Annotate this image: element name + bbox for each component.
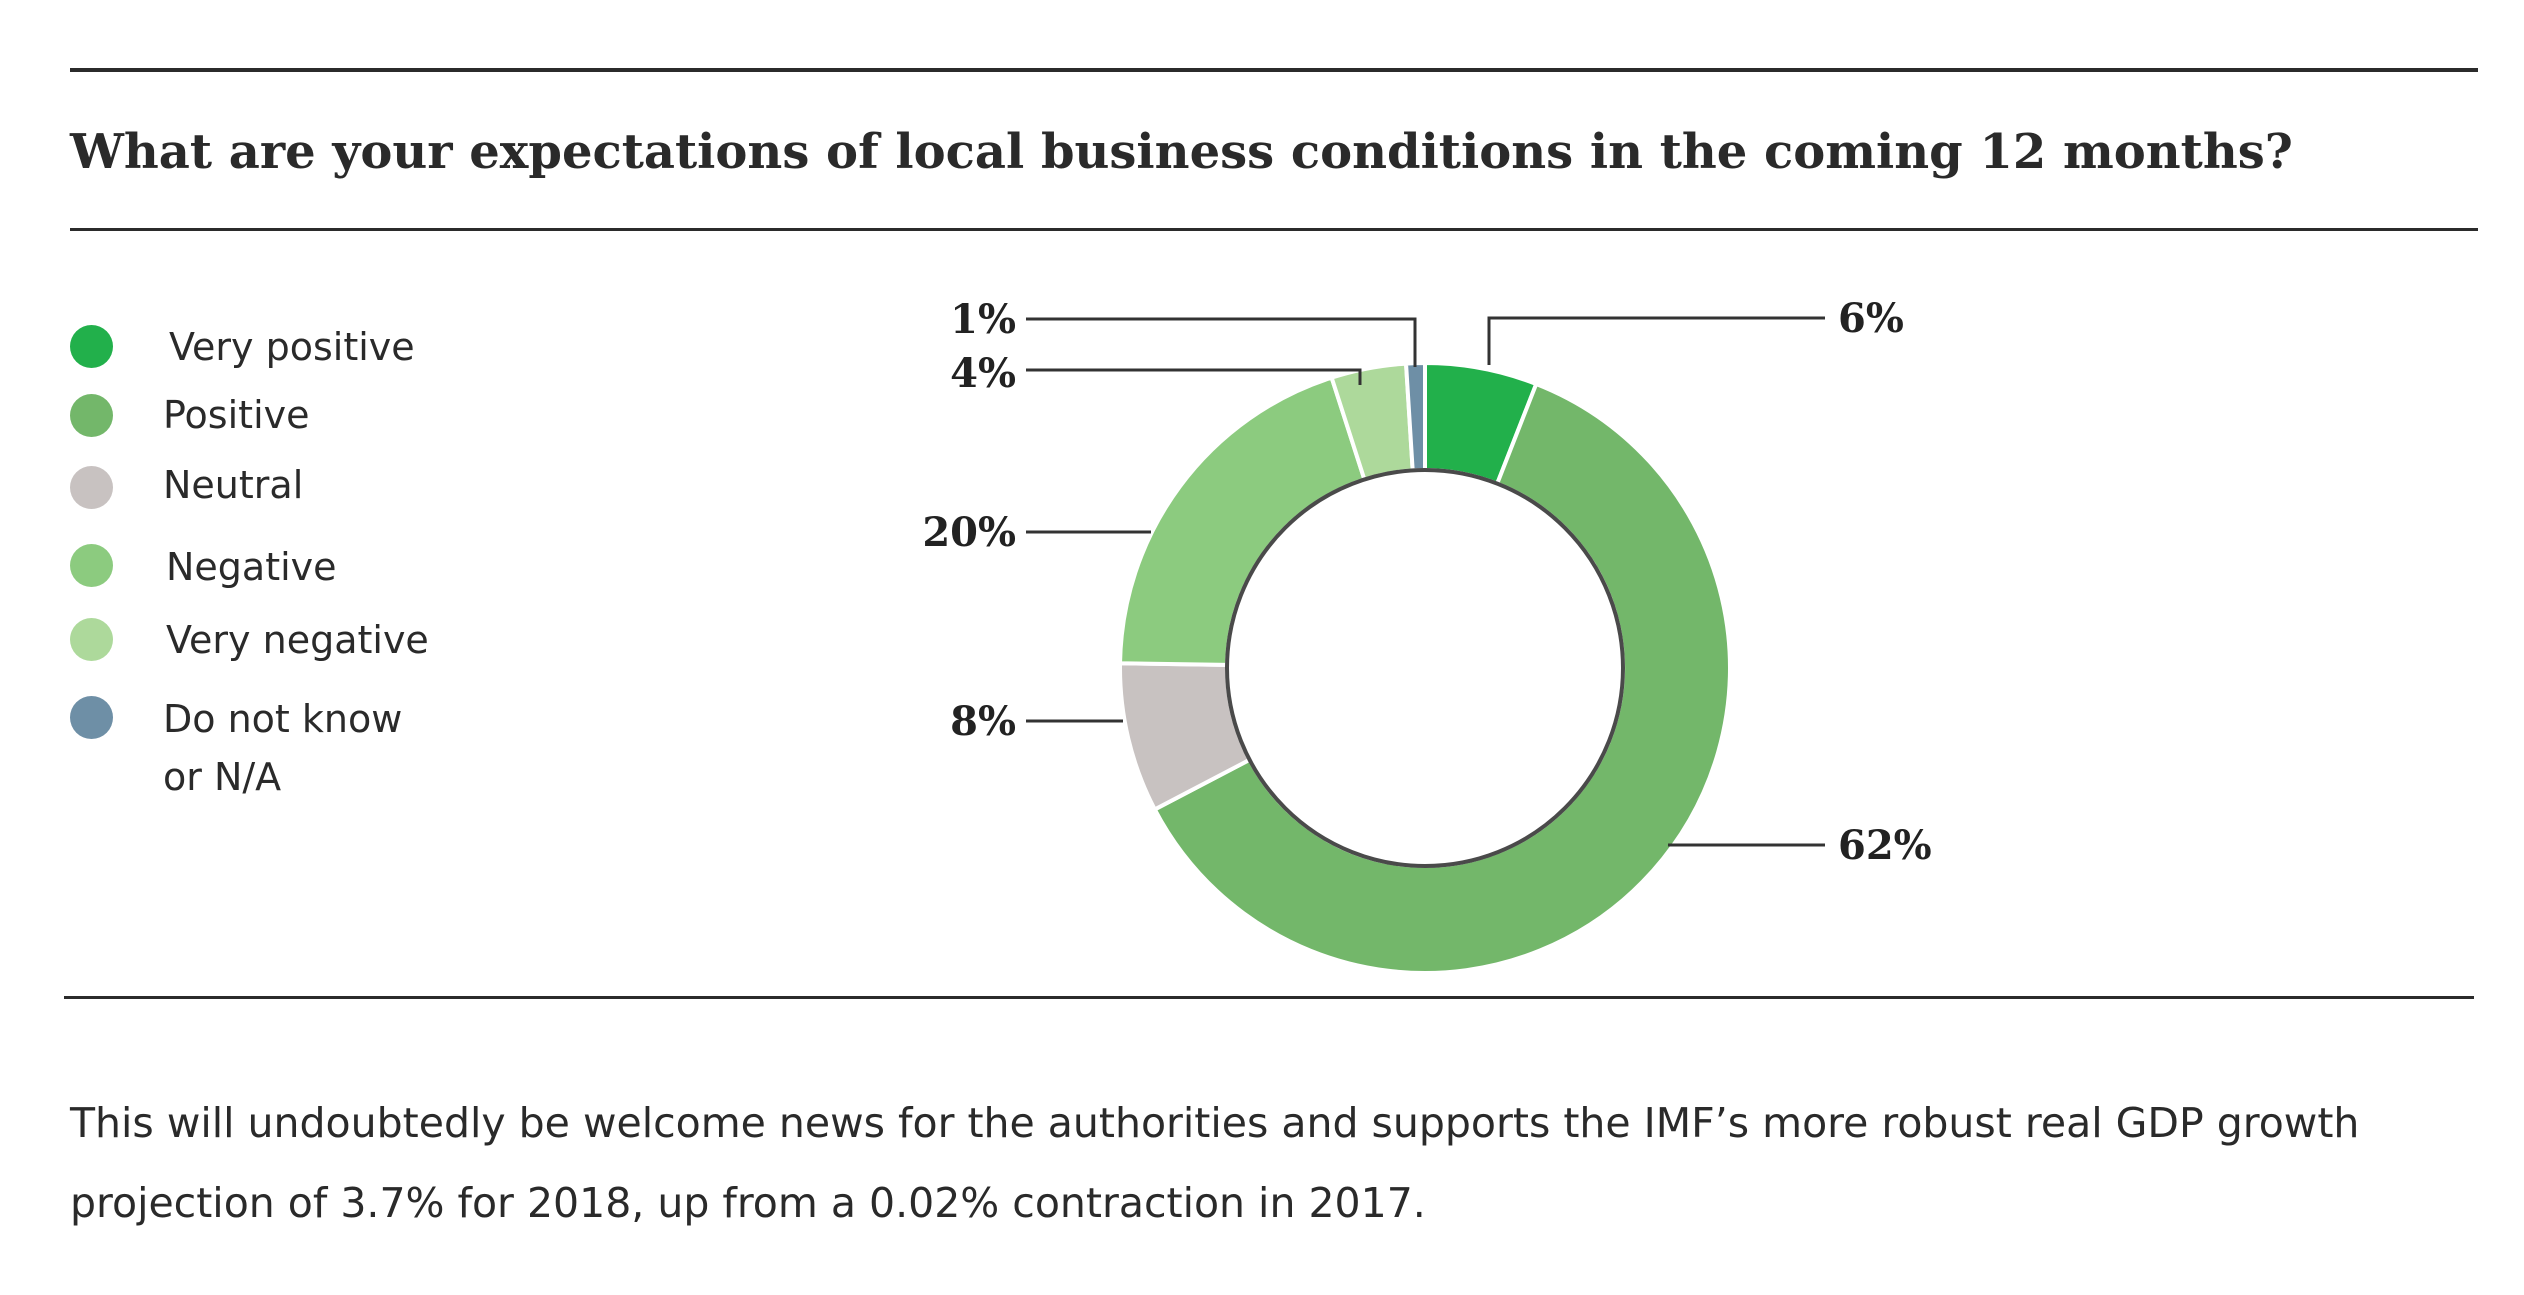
leader-line-do-not-know <box>1026 317 1417 367</box>
pct-label-negative: 20% <box>922 509 1016 556</box>
legend-label-positive: Positive <box>163 393 310 437</box>
legend-swatch-very-negative <box>70 618 113 661</box>
pct-label-do-not-know: 1% <box>950 296 1016 343</box>
donut-chart: 1% 4% 20% 8% 6% 62% <box>922 295 1932 975</box>
pct-label-very-negative: 4% <box>950 350 1016 397</box>
legend-label-neutral: Neutral <box>163 463 304 507</box>
legend-swatch-do-not-know <box>70 696 113 739</box>
legend-label-very-positive: Very positive <box>169 325 415 369</box>
leader-line-very-negative <box>1026 368 1362 385</box>
legend-label-do-not-know-line1: Do not know <box>163 697 403 741</box>
legend-swatch-negative <box>70 544 113 587</box>
top-rule <box>70 68 2478 72</box>
legend-label-very-negative: Very negative <box>166 618 429 662</box>
body-paragraph: This will undoubtedly be welcome news fo… <box>70 1099 2360 1227</box>
pct-label-very-positive: 6% <box>1838 295 1904 342</box>
donut-slices <box>1118 360 1732 975</box>
title-rule <box>70 228 2478 231</box>
legend-swatch-neutral <box>70 466 113 509</box>
pct-label-positive: 62% <box>1838 822 1932 869</box>
bottom-rule <box>64 996 2474 999</box>
legend-label-negative: Negative <box>166 545 337 589</box>
legend-label-do-not-know-line2: or N/A <box>163 755 282 799</box>
legend-swatch-positive <box>70 394 113 437</box>
pct-label-neutral: 8% <box>950 698 1016 745</box>
legend-swatch-very-positive <box>70 325 113 368</box>
chart-title: What are your expectations of local busi… <box>70 124 2293 180</box>
donut-inner-circle <box>1225 468 1625 868</box>
leader-line-very-positive <box>1487 316 1825 365</box>
